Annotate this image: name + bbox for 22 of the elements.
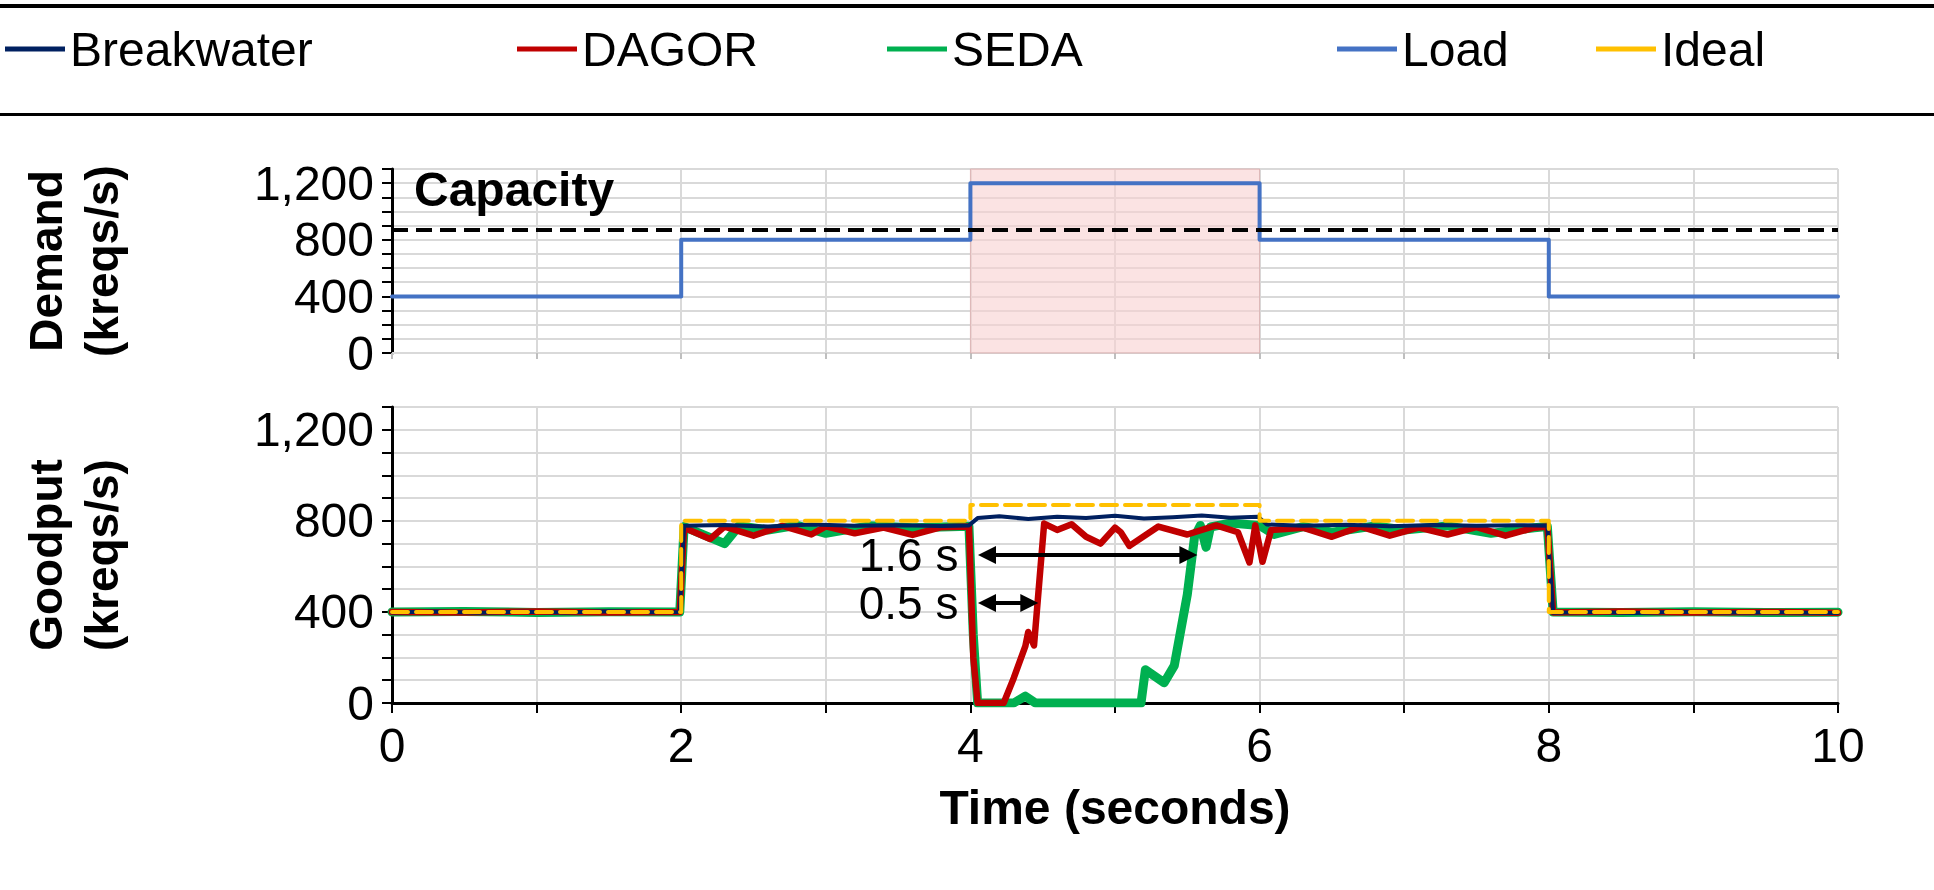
y-tick-label: 0 (347, 676, 374, 730)
legend-label: Breakwater (70, 22, 313, 76)
y-tick-label: 400 (293, 269, 374, 323)
y-axis-title: Goodput (kreqs/s) (20, 459, 128, 651)
x-axis-title: Time (seconds) (939, 780, 1291, 834)
legend-label: DAGOR (582, 22, 759, 76)
x-tick-label: 6 (1246, 718, 1273, 772)
y-tick-label: 800 (293, 494, 374, 548)
x-tick-label: 10 (1811, 718, 1865, 772)
y-tick-label: 1,200 (253, 403, 374, 457)
legend-label: Ideal (1661, 22, 1766, 76)
y-axis-title: Demand (kreqs/s) (20, 165, 128, 357)
legend-label: SEDA (952, 22, 1083, 76)
x-tick-label: 2 (667, 718, 695, 772)
y-tick-label: 400 (293, 585, 374, 639)
y-tick-label: 1,200 (253, 156, 374, 210)
y-tick-label: 0 (347, 326, 374, 380)
y-tick-label: 800 (293, 213, 374, 267)
x-tick-label: 4 (957, 718, 984, 772)
x-tick-label: 8 (1535, 718, 1563, 772)
ref-line-label: Capacity (414, 163, 615, 217)
legend-label: Load (1402, 22, 1509, 76)
